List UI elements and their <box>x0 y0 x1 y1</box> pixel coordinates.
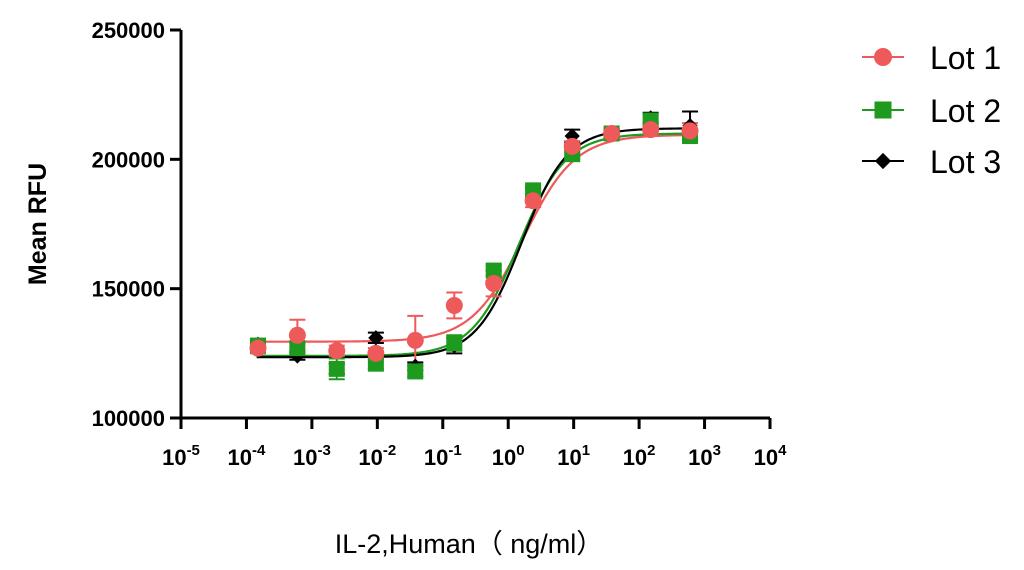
legend-label: Lot 2 <box>930 93 1001 129</box>
fit-curve <box>256 127 692 359</box>
data-point <box>328 360 345 377</box>
fit-curves <box>256 127 692 359</box>
legend: Lot 1 Lot 2 Lot 3 <box>862 40 1001 180</box>
data-point <box>524 192 542 210</box>
data-point <box>367 344 385 362</box>
x-tick-label: 103 <box>688 442 721 470</box>
x-tick-label: 102 <box>623 442 656 470</box>
x-tick-label: 10-5 <box>162 442 200 470</box>
legend-label: Lot 1 <box>930 40 1001 76</box>
data-point <box>406 331 424 349</box>
data-point <box>289 340 306 357</box>
data-point <box>445 296 463 314</box>
data-point <box>485 274 503 292</box>
data-point <box>407 363 424 380</box>
data-points <box>249 110 699 380</box>
y-tick-label: 200000 <box>92 147 165 172</box>
x-tick-label: 10-3 <box>293 442 331 470</box>
data-point <box>368 330 384 346</box>
data-point <box>485 262 502 279</box>
data-point <box>642 121 660 139</box>
y-tick-label: 250000 <box>92 18 165 43</box>
x-ticks: 10-5 10-4 10-3 10-2 10-1 100 101 102 103 104 <box>162 418 787 470</box>
y-ticks: 100000 150000 200000 250000 <box>92 18 181 431</box>
data-point <box>563 137 581 155</box>
fit-curve <box>256 133 692 343</box>
legend-marker <box>874 152 892 170</box>
legend-marker <box>874 101 892 119</box>
y-tick-label: 150000 <box>92 277 165 302</box>
data-point <box>288 326 306 344</box>
x-tick-label: 104 <box>754 442 787 470</box>
legend-label: Lot 3 <box>930 144 1001 180</box>
x-tick-label: 10-1 <box>424 442 462 470</box>
y-tick-label: 100000 <box>92 406 165 431</box>
data-point <box>603 124 621 142</box>
data-point <box>446 334 463 351</box>
fit-curve <box>256 132 692 358</box>
x-tick-label: 101 <box>557 442 590 470</box>
legend-marker <box>874 48 892 66</box>
axes <box>179 30 770 420</box>
x-tick-label: 10-4 <box>228 442 266 470</box>
error-bars <box>249 110 699 381</box>
x-axis-title: IL-2,Human（ ng/ml） <box>335 529 604 559</box>
data-point <box>328 342 346 360</box>
y-axis-title: Mean RFU <box>24 163 52 285</box>
x-tick-label: 10-2 <box>358 442 396 470</box>
data-point <box>681 122 699 140</box>
x-tick-label: 100 <box>492 442 525 470</box>
data-point <box>249 339 267 357</box>
data-point <box>564 128 580 144</box>
